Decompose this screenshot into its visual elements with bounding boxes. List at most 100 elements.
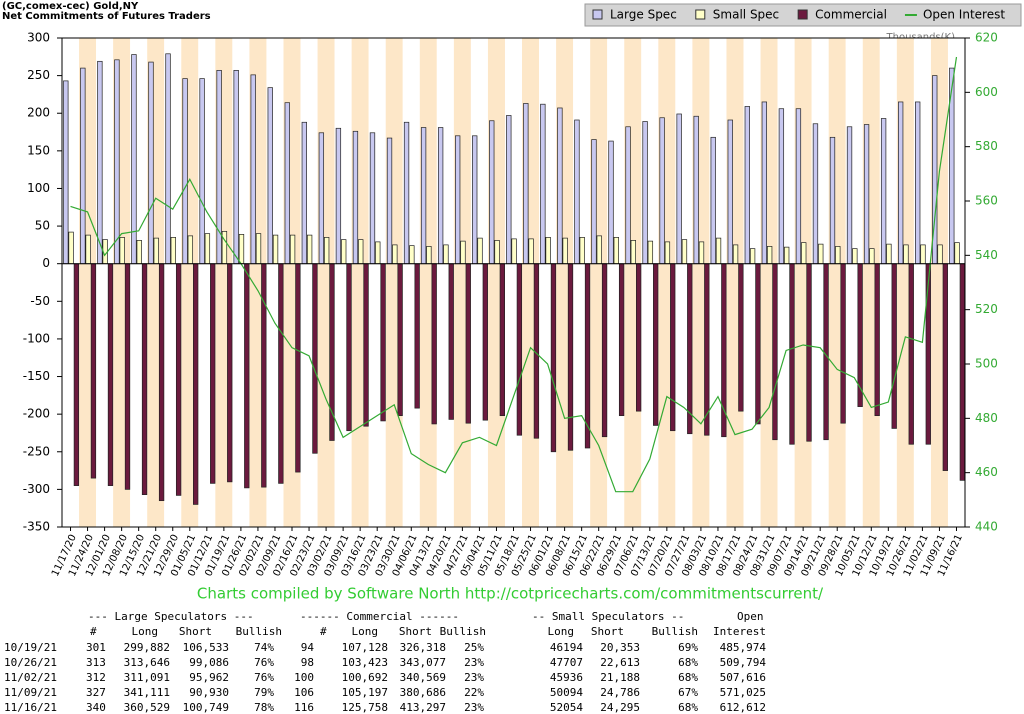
- bar: [227, 263, 233, 483]
- table-cell: 74%: [254, 641, 274, 654]
- bar: [784, 246, 790, 265]
- bar: [204, 233, 211, 265]
- bar: [653, 263, 659, 426]
- bar: [403, 121, 410, 265]
- table-cell: 45936: [550, 671, 583, 684]
- table-cell: 299,882: [124, 641, 170, 654]
- bar: [528, 238, 534, 265]
- bar: [818, 243, 824, 265]
- bar: [670, 263, 676, 432]
- bar: [312, 263, 318, 454]
- bar: [455, 135, 461, 265]
- bar: [557, 107, 563, 265]
- table-cell: 612,612: [720, 701, 766, 714]
- bar: [250, 74, 256, 265]
- bar: [80, 67, 86, 265]
- y-tick-label: -300: [23, 482, 50, 496]
- legend-label: Open Interest: [923, 8, 1005, 22]
- bar: [937, 244, 943, 265]
- table-cell: 11/02/21: [4, 671, 57, 684]
- bar: [244, 263, 250, 489]
- table-cell: 76%: [254, 671, 274, 684]
- bar: [375, 241, 381, 265]
- table-cell: 116: [294, 701, 314, 714]
- bar: [954, 242, 960, 265]
- bar: [170, 237, 176, 265]
- bar: [579, 237, 585, 265]
- bar: [806, 263, 812, 442]
- legend-label: Large Spec: [610, 8, 677, 22]
- bar: [358, 239, 364, 265]
- bar: [267, 87, 273, 265]
- table-cell: 22%: [464, 686, 484, 699]
- table-cell: 90,930: [189, 686, 229, 699]
- bar: [766, 246, 773, 265]
- bar: [574, 119, 580, 265]
- bar: [812, 123, 819, 265]
- bar: [392, 244, 398, 265]
- y-tick-label: -50: [30, 294, 50, 308]
- y2-tick-label: 440: [975, 520, 998, 534]
- bar: [289, 234, 296, 265]
- table-header: Short: [591, 625, 624, 638]
- table-cell: 46194: [550, 641, 583, 654]
- chart-subtitle: Net Commitments of Futures Traders: [2, 11, 211, 22]
- bar: [738, 263, 744, 412]
- bar: [795, 108, 802, 265]
- bar: [789, 263, 795, 445]
- bar: [567, 263, 574, 451]
- y2-tick-label: 600: [975, 85, 998, 99]
- table-header: Long: [548, 625, 575, 638]
- y-tick-label: 0: [42, 256, 50, 270]
- table-cell: 100: [294, 671, 314, 684]
- footer: Charts compiled by Software North http:/…: [197, 585, 824, 603]
- table-cell: 340: [86, 701, 106, 714]
- bar: [85, 234, 91, 265]
- bar: [363, 263, 369, 427]
- bar: [153, 237, 159, 265]
- bar: [295, 263, 301, 473]
- y-tick-label: -150: [23, 369, 50, 383]
- bar: [749, 248, 756, 265]
- table-cell: 68%: [678, 671, 698, 684]
- table-header: #: [90, 625, 97, 638]
- table-cell: 571,025: [720, 686, 766, 699]
- bar: [772, 263, 778, 441]
- bar: [852, 248, 858, 265]
- table-cell: 327: [86, 686, 106, 699]
- bar: [482, 263, 488, 421]
- table-cell: 24,786: [600, 686, 640, 699]
- table-cell: 100,749: [183, 701, 229, 714]
- bar: [448, 263, 454, 420]
- table-cell: 313,646: [124, 656, 170, 669]
- bar: [63, 80, 69, 265]
- bar: [591, 139, 597, 265]
- bar: [472, 135, 478, 265]
- bar: [420, 127, 427, 265]
- legend-swatch: [592, 9, 603, 20]
- table-cell: 106,533: [183, 641, 229, 654]
- table-cell: 10/26/21: [4, 656, 57, 669]
- bar: [414, 263, 420, 409]
- bar: [704, 263, 710, 436]
- bar: [823, 263, 829, 441]
- table-cell: 125,758: [342, 701, 388, 714]
- chart-title: (GC,comex-cec) Gold,NY: [2, 1, 139, 12]
- bar: [523, 103, 529, 265]
- bar: [801, 242, 807, 265]
- bar: [659, 117, 665, 265]
- bar: [647, 240, 654, 265]
- table-header: Interest: [713, 625, 766, 638]
- table-cell: 509,794: [720, 656, 767, 669]
- table-cell: 52054: [550, 701, 583, 714]
- y-tick-label: -250: [23, 444, 50, 458]
- bar: [114, 59, 120, 265]
- bar: [182, 78, 188, 265]
- bar: [193, 263, 199, 505]
- table-cell: 25%: [464, 641, 484, 654]
- bar: [437, 127, 444, 265]
- legend-swatch: [797, 9, 808, 20]
- table-group-header: Open: [737, 610, 764, 623]
- y-tick-label: 200: [27, 106, 50, 120]
- y-tick-label: 150: [27, 143, 50, 157]
